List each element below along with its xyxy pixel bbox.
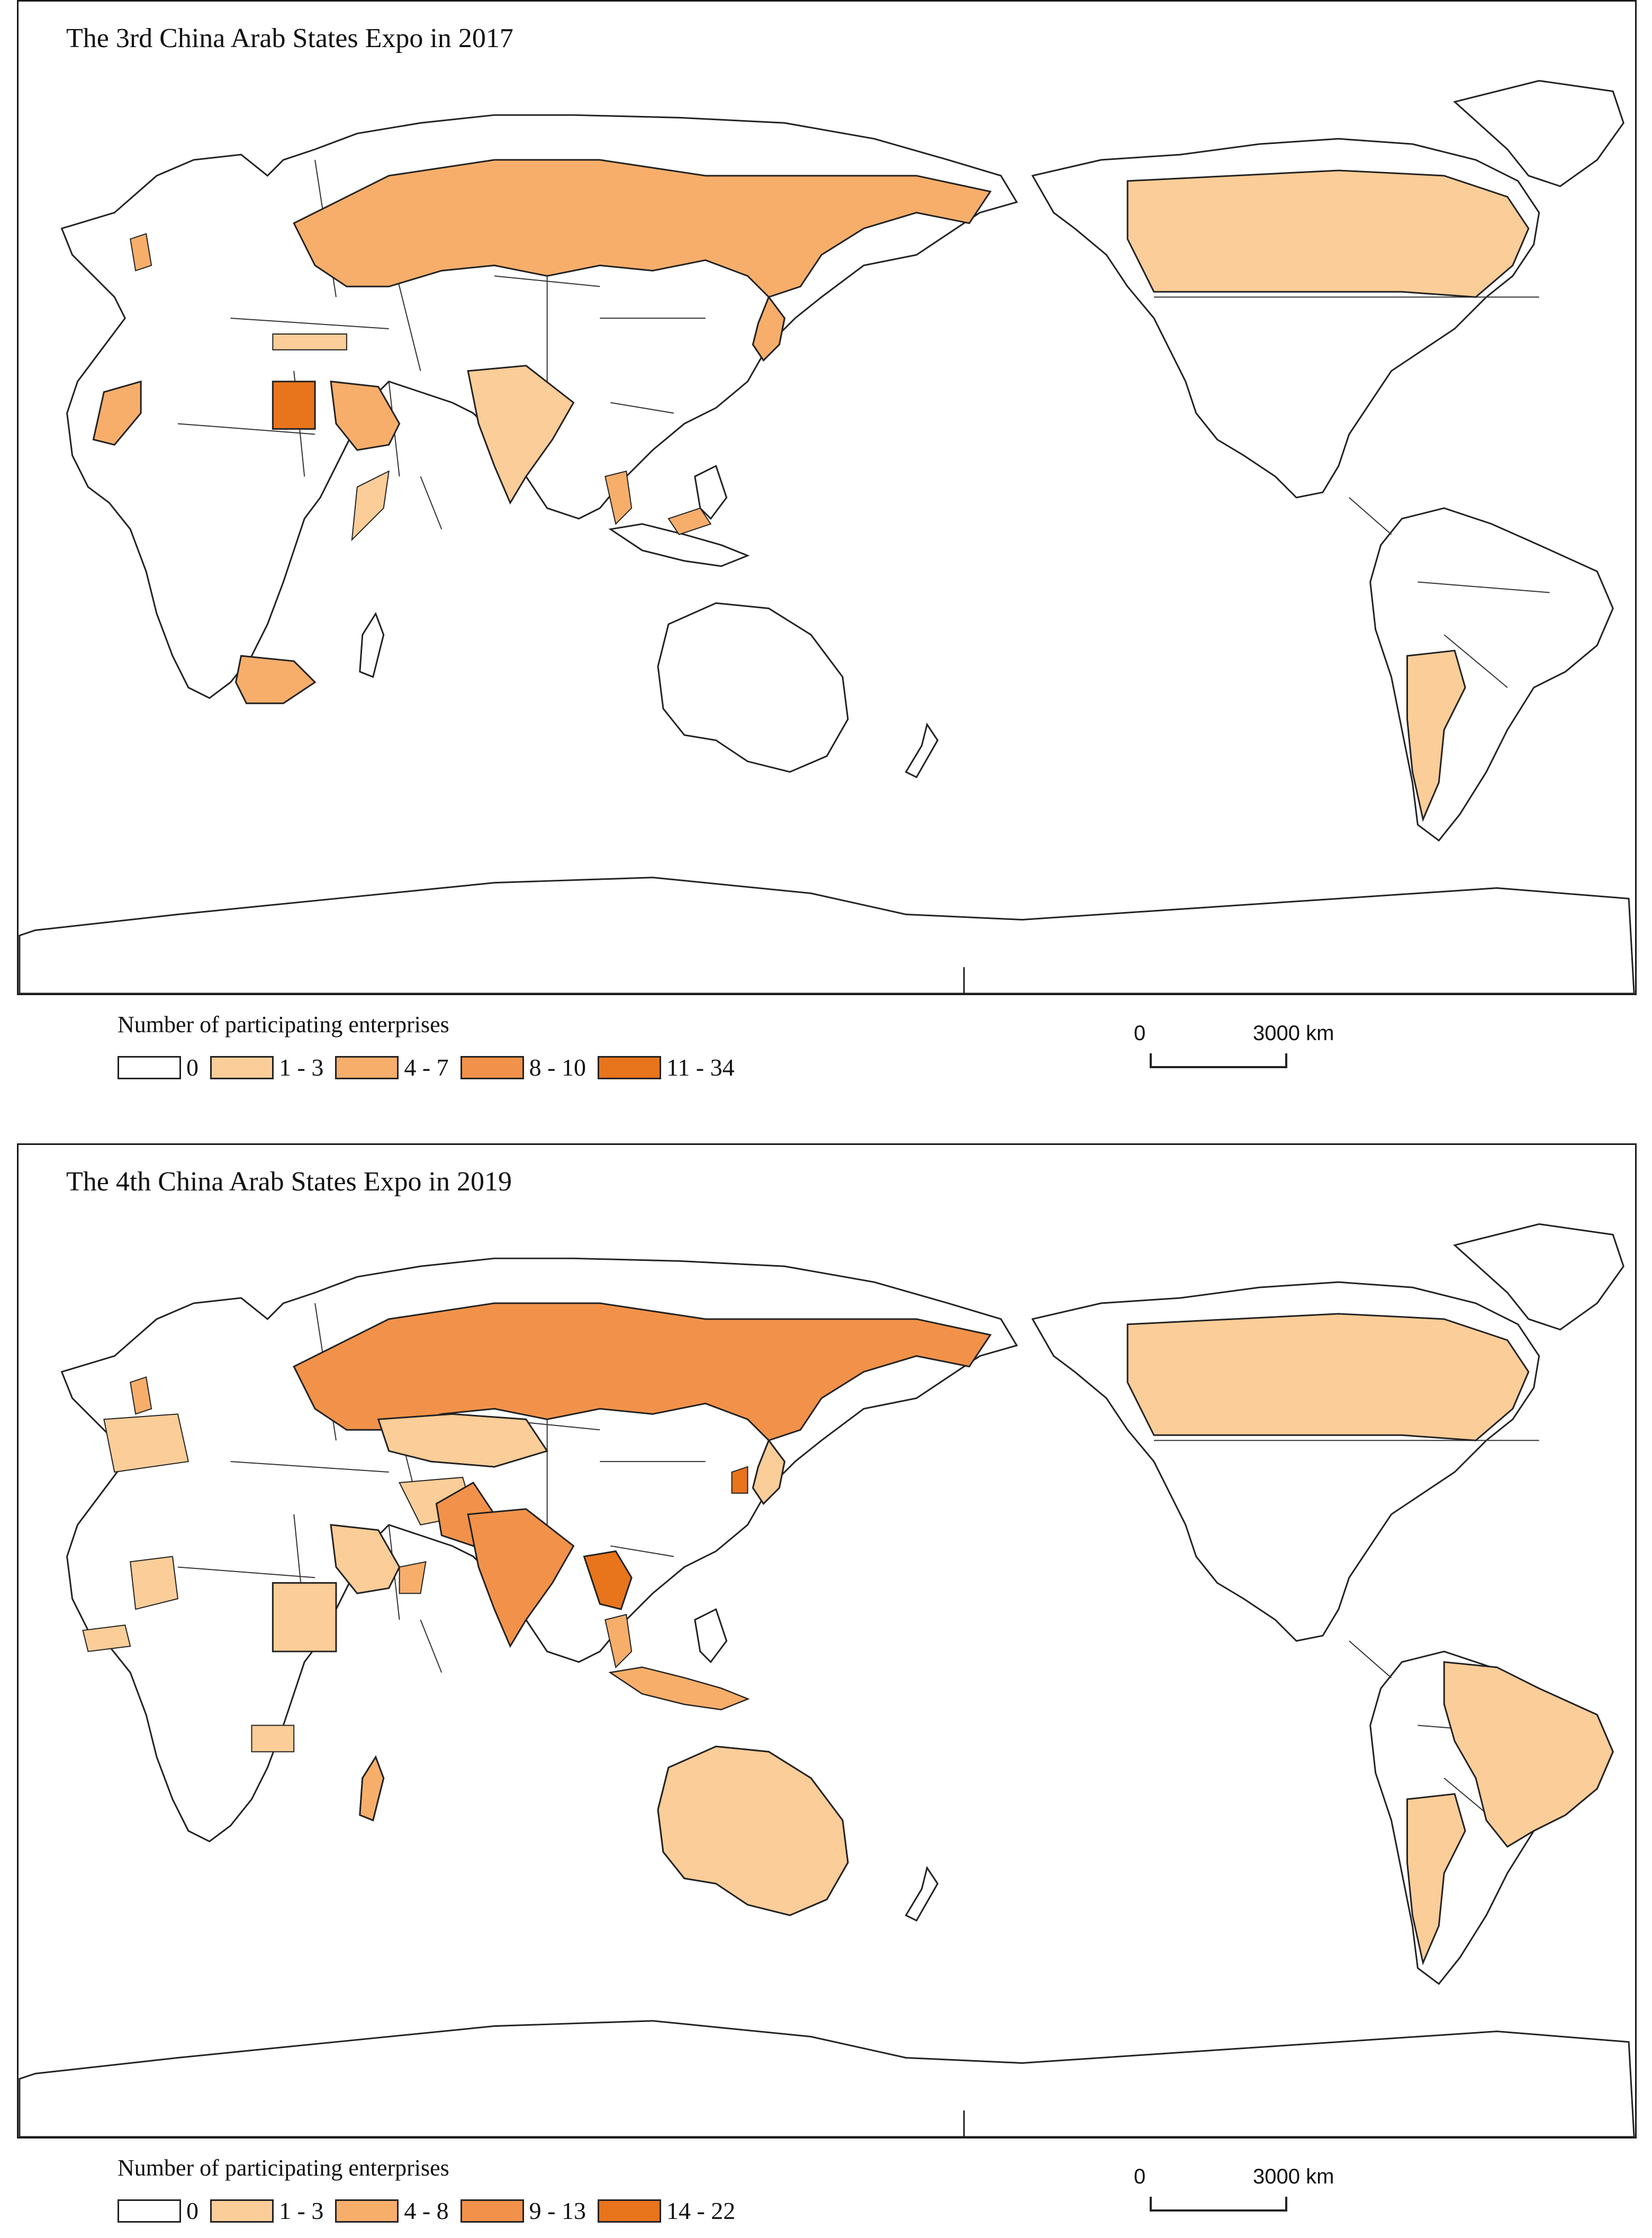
legend-label: 11 - 34	[666, 1054, 735, 1081]
legend: 0 1 - 3 4 - 8 9 - 13 14 - 22	[118, 2197, 747, 2225]
legend-item: 9 - 13	[460, 2197, 586, 2225]
region-south-africa	[235, 655, 317, 705]
legend-swatch	[118, 2199, 181, 2223]
region-philippines	[667, 507, 712, 535]
legend-swatch	[460, 1055, 524, 1079]
region-canada	[1126, 1313, 1530, 1441]
legend-swatch	[335, 1055, 399, 1079]
region-canada	[1126, 169, 1530, 298]
region-argentina	[1406, 649, 1466, 822]
legend-swatch	[210, 2199, 274, 2223]
legend-label: 1 - 3	[279, 2197, 324, 2224]
legend-swatch	[460, 2199, 524, 2223]
region-oman	[399, 1561, 427, 1594]
legend-label: 0	[186, 1054, 198, 1081]
legend-swatch	[118, 1055, 181, 1079]
legend-item: 1 - 3	[210, 1053, 323, 1081]
region-korea	[731, 1466, 748, 1494]
region-australia	[657, 1745, 849, 1916]
region-russia	[293, 159, 992, 298]
legend-swatch	[210, 1055, 274, 1079]
legend-swatch	[597, 1055, 661, 1079]
region-sudan	[272, 1582, 337, 1653]
map-title: The 4th China Arab States Expo in 2019	[66, 1167, 512, 1197]
legend-item: 0	[118, 1053, 198, 1081]
region-saudi-arabia	[330, 381, 401, 451]
legend-label: 14 - 22	[666, 2197, 736, 2224]
legend-label: 0	[186, 2197, 198, 2224]
region-uk	[130, 1376, 152, 1415]
region-japan	[752, 295, 786, 362]
region-japan	[752, 1439, 786, 1505]
legend: 0 1 - 3 4 - 7 8 - 10 11 - 34	[118, 1053, 746, 1081]
world-map	[19, 1223, 1635, 2137]
legend-label: 4 - 8	[404, 2197, 449, 2224]
legend-label: 9 - 13	[529, 2197, 586, 2224]
region-morocco	[92, 380, 142, 446]
legend-label: 4 - 7	[404, 1054, 449, 1081]
legend-swatch	[335, 2199, 399, 2223]
region-indonesia	[609, 1666, 750, 1710]
scale-zero-label: 0	[1134, 1022, 1146, 1045]
region-egypt	[272, 381, 316, 430]
region-india	[467, 1508, 575, 1648]
legend-item: 0	[118, 2197, 198, 2225]
map-frame: The 3rd China Arab States Expo in 2017	[17, 0, 1637, 995]
map-frame: The 4th China Arab States Expo in 2019	[17, 1143, 1637, 2138]
region-india	[467, 365, 575, 505]
scale-bar: 0 3000 km	[1134, 1022, 1334, 1080]
region-turkey	[272, 333, 347, 350]
legend-swatch	[597, 2199, 661, 2223]
region-madagascar	[359, 1755, 385, 1821]
world-map	[19, 80, 1635, 994]
map-title: The 3rd China Arab States Expo in 2017	[66, 23, 513, 53]
legend-item: 11 - 34	[597, 1053, 735, 1081]
region-brazil	[1443, 1661, 1614, 1848]
region-malaysia	[604, 1613, 633, 1668]
legend-item: 4 - 7	[335, 1053, 449, 1081]
region-saudi-arabia	[330, 1524, 401, 1594]
region-somalia	[351, 470, 390, 542]
scale-bar: 0 3000 km	[1134, 2165, 1334, 2223]
region-west-africa-coast	[82, 1624, 131, 1653]
region-thailand	[583, 1550, 633, 1610]
legend-item: 14 - 22	[597, 2197, 736, 2225]
region-malaysia	[604, 470, 633, 525]
scale-bar-line	[1150, 2197, 1287, 2212]
region-mali	[130, 1556, 179, 1610]
region-europe-west	[103, 1413, 189, 1473]
legend-item: 1 - 3	[210, 2197, 323, 2225]
region-kazakhstan	[377, 1413, 549, 1468]
legend-item: 8 - 10	[460, 1053, 586, 1081]
scale-bar-line	[1150, 1053, 1287, 1068]
legend-item: 4 - 8	[335, 2197, 449, 2225]
region-zambia	[251, 1725, 295, 1753]
legend-label: 8 - 10	[529, 1054, 586, 1081]
region-argentina	[1406, 1793, 1466, 1965]
scale-distance-label: 3000 km	[1253, 1022, 1334, 1045]
legend-title: Number of participating enterprises	[118, 2155, 449, 2181]
region-uk	[130, 233, 152, 272]
scale-distance-label: 3000 km	[1253, 2165, 1334, 2188]
legend-label: 1 - 3	[279, 1054, 324, 1081]
scale-zero-label: 0	[1134, 2165, 1146, 2188]
legend-title: Number of participating enterprises	[118, 1012, 449, 1037]
